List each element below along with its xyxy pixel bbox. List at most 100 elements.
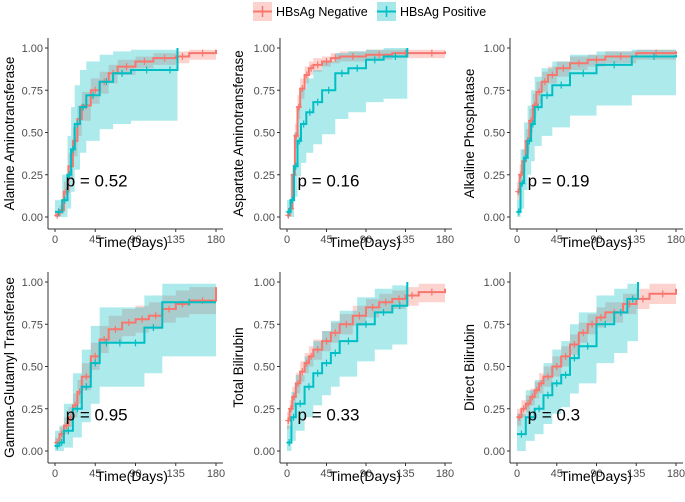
y-tick-label: 1.00 <box>22 43 43 55</box>
x-tick-label: 90 <box>129 468 141 480</box>
censor-mark <box>80 103 87 111</box>
censor-mark <box>428 288 435 296</box>
y-tick-label: 0.75 <box>22 319 43 331</box>
x-tick-label: 0 <box>514 234 520 246</box>
censor-mark <box>323 359 330 367</box>
ci-ribbon-positive <box>517 282 638 451</box>
y-tick-label: 0.00 <box>254 212 275 224</box>
censor-mark <box>119 69 126 77</box>
censor-mark <box>650 52 657 60</box>
x-axis-label: Time(Days) <box>560 234 632 250</box>
censor-mark <box>299 368 306 376</box>
legend-item-negative: HBsAg Negative <box>253 2 368 21</box>
x-tick-label: 45 <box>320 234 332 246</box>
censor-mark <box>593 56 600 64</box>
censor-mark <box>349 52 356 60</box>
censor-mark <box>560 64 567 72</box>
censor-mark <box>549 71 556 79</box>
censor-mark <box>166 66 173 74</box>
censor-mark <box>308 352 315 360</box>
y-tick-label: 0.25 <box>22 170 43 182</box>
censor-mark <box>544 373 551 381</box>
censor-mark <box>161 54 168 62</box>
censor-mark <box>179 52 186 60</box>
censor-mark <box>562 371 569 379</box>
censor-mark <box>66 171 73 179</box>
x-tick-label: 135 <box>396 234 414 246</box>
censor-mark <box>61 196 68 204</box>
censor-mark <box>354 64 361 72</box>
censor-mark <box>571 341 578 349</box>
censor-mark <box>299 85 306 93</box>
x-axis-label: Time(Days) <box>329 234 401 250</box>
censor-mark <box>314 346 321 354</box>
x-tick-label: 0 <box>52 234 58 246</box>
x-axis-label: Time(Days) <box>560 468 632 484</box>
censor-mark <box>617 52 624 60</box>
censor-mark <box>382 298 389 306</box>
censor-mark <box>314 98 321 106</box>
y-tick-label: 0.25 <box>254 170 275 182</box>
y-axis-label: Total Bilirubin <box>231 327 246 407</box>
y-tick-label: 0.00 <box>484 212 505 224</box>
censor-mark <box>392 52 399 60</box>
p-value-annotation: p = 0.52 <box>66 172 128 191</box>
censor-mark <box>553 363 560 370</box>
p-value-annotation: p = 0.19 <box>528 172 590 191</box>
legend-label-positive: HBsAg Positive <box>400 5 486 19</box>
y-tick-label: 1.00 <box>484 43 505 55</box>
censor-mark <box>535 103 542 111</box>
censor-mark <box>538 379 545 387</box>
censor-mark <box>305 383 312 391</box>
y-tick-label: 0.00 <box>254 446 275 458</box>
y-tick-label: 0.75 <box>254 319 275 331</box>
censor-mark <box>544 391 551 399</box>
censor-mark <box>659 290 666 298</box>
censor-mark <box>112 325 119 333</box>
censor-mark <box>529 120 536 128</box>
censor-mark <box>332 349 339 357</box>
y-tick-label: 0.50 <box>22 362 43 374</box>
censor-mark <box>639 295 646 303</box>
censor-mark <box>580 329 587 337</box>
censor-mark <box>103 78 110 86</box>
censor-mark <box>525 400 532 408</box>
y-tick-label: 0.50 <box>484 128 505 140</box>
censor-mark <box>325 86 332 94</box>
censor-mark <box>286 439 293 447</box>
censor-mark <box>558 81 565 89</box>
x-tick-label: 0 <box>284 234 290 246</box>
censor-mark <box>132 339 139 347</box>
censor-mark <box>292 162 299 170</box>
censor-mark <box>323 58 330 66</box>
y-tick-label: 0.75 <box>254 85 275 97</box>
y-axis-label: Alkaline Phosphatase <box>462 69 477 199</box>
censor-mark <box>83 373 90 381</box>
censor-mark <box>332 54 339 62</box>
censor-mark <box>314 61 321 69</box>
y-tick-label: 0.75 <box>484 85 505 97</box>
y-tick-label: 0.75 <box>22 85 43 97</box>
censor-mark <box>522 154 529 162</box>
y-tick-label: 0.50 <box>484 362 505 374</box>
x-tick-label: 180 <box>436 234 454 246</box>
censor-mark <box>562 352 569 360</box>
panel-2: 0.00 0.25 0.50 0.75 1.00 0 45 90 135 180 Time(Days… <box>231 38 454 250</box>
x-tick-label: 180 <box>207 234 225 246</box>
censor-mark <box>116 339 123 347</box>
censor-mark <box>287 405 294 413</box>
censor-mark <box>617 308 624 316</box>
x-axis-label: Time(Days) <box>329 468 401 484</box>
censor-mark <box>125 319 132 327</box>
censor-mark <box>150 324 157 332</box>
censor-mark <box>291 393 298 401</box>
censor-mark <box>58 439 65 447</box>
censor-mark <box>74 405 81 413</box>
panel-3: 0.00 0.25 0.50 0.75 1.00 0 45 90 135 180 Time(Days… <box>462 38 685 250</box>
censor-mark <box>186 298 193 306</box>
x-tick-label: 45 <box>89 234 101 246</box>
censor-mark <box>300 120 307 128</box>
ci-ribbon-negative <box>55 282 216 448</box>
y-tick-label: 0.25 <box>484 170 505 182</box>
